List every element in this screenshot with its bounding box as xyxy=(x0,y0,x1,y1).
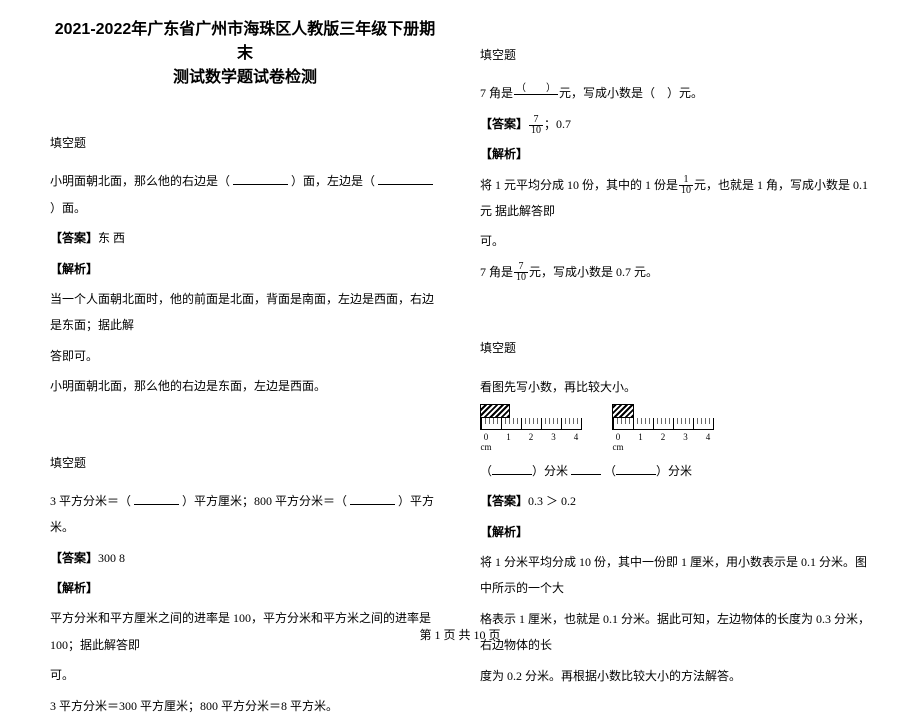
ruler-right: 0 cm1234 xyxy=(612,404,714,452)
q2-exp2: 可。 xyxy=(50,662,440,688)
q3-explain-label: 【解析】 xyxy=(480,141,870,167)
q3-exp3: 7 角是710元，写成小数是 0.7 元。 xyxy=(480,259,870,285)
q1-answer: 【答案】东 西 xyxy=(50,225,440,251)
q3-label: 填空题 xyxy=(480,42,870,68)
q4-exp1: 将 1 分米平均分成 10 份，其中一份即 1 厘米，用小数表示是 0.1 分米… xyxy=(480,549,870,602)
q1-exp3: 小明面朝北面，那么他的右边是东面，左边是西面。 xyxy=(50,373,440,399)
q2-text: 3 平方分米＝（ ）平方厘米；800 平方分米＝（ ）平方米。 xyxy=(50,488,440,541)
q2-blank-2 xyxy=(350,493,395,505)
q1-text: 小明面朝北面，那么他的右边是（ ）面，左边是（ ）面。 xyxy=(50,168,440,221)
ruler-right-scale xyxy=(612,418,714,430)
ruler-row: 0 cm1234 0 cm1234 xyxy=(480,404,870,452)
ruler-left-labels: 0 cm1234 xyxy=(480,432,582,452)
q4-text: 看图先写小数，再比较大小。 xyxy=(480,374,870,400)
question-2: 填空题 3 平方分米＝（ ）平方厘米；800 平方分米＝（ ）平方米。 【答案】… xyxy=(50,450,440,719)
q3-blank-frac: （ ） xyxy=(514,84,558,105)
q1-blank-1 xyxy=(233,173,288,185)
q4-label: 填空题 xyxy=(480,335,870,361)
q4-exp3: 度为 0.2 分米。再根据小数比较大小的方法解答。 xyxy=(480,663,870,689)
q2-answer: 【答案】300 8 xyxy=(50,545,440,571)
ruler-left-scale xyxy=(480,418,582,430)
q2-explain-label: 【解析】 xyxy=(50,575,440,601)
ruler-right-bar xyxy=(612,404,634,418)
q1-exp1: 当一个人面朝北面时，他的前面是北面，背面是南面，左边是西面，右边是东面；据此解 xyxy=(50,286,440,339)
q1-label: 填空题 xyxy=(50,130,440,156)
title-line2: 测试数学题试卷检测 xyxy=(173,69,317,86)
question-3: 填空题 7 角是（ ） 元，写成小数是（ ）元。 【答案】710；0.7 【解析… xyxy=(480,42,870,285)
q3-exp1: 将 1 元平均分成 10 份，其中的 1 份是110元，也就是 1 角，写成小数… xyxy=(480,172,870,225)
q4-blank-1 xyxy=(492,463,532,475)
ruler-left: 0 cm1234 xyxy=(480,404,582,452)
q1-blank-2 xyxy=(378,173,433,185)
q1-exp2: 答即可。 xyxy=(50,343,440,369)
ruler-left-bar xyxy=(480,404,510,418)
q4-blanks: （）分米 （）分米 xyxy=(480,458,870,484)
q4-answer: 【答案】0.3 ＞ 0.2 xyxy=(480,488,870,514)
q2-blank-1 xyxy=(134,493,179,505)
q3-answer: 【答案】710；0.7 xyxy=(480,111,870,137)
q3-text: 7 角是（ ） 元，写成小数是（ ）元。 xyxy=(480,80,870,106)
title-line1: 2021-2022年广东省广州市海珠区人教版三年级下册期末 xyxy=(55,21,436,62)
q2-exp3: 3 平方分米＝300 平方厘米；800 平方分米＝8 平方米。 xyxy=(50,693,440,719)
title: 2021-2022年广东省广州市海珠区人教版三年级下册期末 测试数学题试卷检测 xyxy=(50,18,440,90)
q4-explain-label: 【解析】 xyxy=(480,519,870,545)
q3-exp2: 可。 xyxy=(480,228,870,254)
q3-ans-frac: 710 xyxy=(529,115,543,136)
q4-blank-cmp xyxy=(571,463,601,475)
question-1: 填空题 小明面朝北面，那么他的右边是（ ）面，左边是（ ）面。 【答案】东 西 … xyxy=(50,130,440,400)
q1-explain-label: 【解析】 xyxy=(50,256,440,282)
ruler-right-labels: 0 cm1234 xyxy=(612,432,714,452)
q4-blank-2 xyxy=(616,463,656,475)
page-footer: 第 1 页 共 10 页 xyxy=(0,626,920,643)
q2-label: 填空题 xyxy=(50,450,440,476)
